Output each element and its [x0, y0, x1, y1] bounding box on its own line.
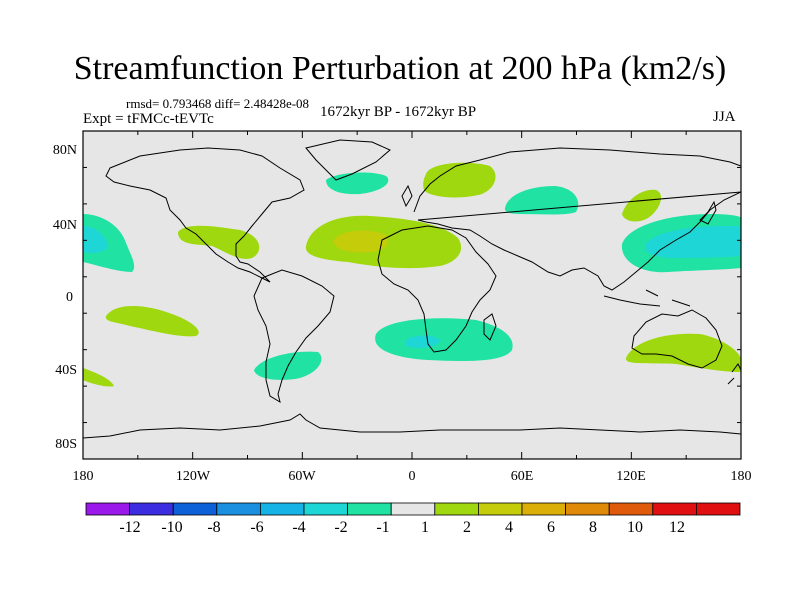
anomaly-north-america — [178, 225, 260, 259]
rmsd-diff-stats: rmsd= 0.793468 diff= 2.48428e-08 — [126, 96, 310, 111]
experiment-label: Expt = tFMCc-tEVTc — [83, 111, 214, 127]
lon-label-120w: 120W — [176, 469, 211, 484]
lon-label-60w: 60W — [288, 469, 316, 484]
lon-label-0: 0 — [409, 469, 416, 484]
colorbar-swatch — [216, 502, 261, 516]
lat-label-40n: 40N — [53, 218, 77, 233]
anomaly-europe — [423, 162, 496, 198]
colorbar-label: 10 — [627, 519, 643, 536]
anomaly-dateline-west-core — [83, 226, 108, 254]
colorbar-label: -10 — [161, 519, 182, 536]
lat-label-40s: 40S — [55, 363, 77, 378]
colorbar-label: -12 — [119, 519, 140, 536]
colorbar-swatch — [696, 502, 741, 516]
anomaly-west-pacific-core — [645, 226, 741, 258]
anomaly-southeast-pacific — [105, 306, 199, 337]
anomaly-south-atlantic — [375, 318, 513, 361]
plot-title: Streamfunction Perturbation at 200 hPa (… — [73, 50, 727, 87]
colorbar-label: 2 — [463, 519, 471, 536]
anomaly-dateline-west — [83, 214, 135, 272]
anomaly-far-southwest — [83, 368, 114, 387]
lat-label-0: 0 — [66, 290, 73, 305]
coast-africa — [377, 225, 497, 353]
lat-label-80s: 80S — [55, 437, 77, 452]
colorbar-swatch — [172, 502, 218, 516]
anomaly-field — [83, 139, 741, 439]
coast-greenland — [305, 139, 391, 181]
colorbar-swatch — [652, 502, 697, 516]
coast-madagascar — [483, 313, 497, 341]
latitude-labels: 80N 40N 0 40S 80S — [53, 143, 77, 452]
colorbar-label: -8 — [207, 519, 220, 536]
colorbar-swatch — [565, 502, 610, 516]
coast-new-zealand — [727, 363, 741, 385]
colorbar-label: 6 — [547, 519, 555, 536]
coast-north-america — [105, 147, 305, 283]
colorbar-label: 8 — [589, 519, 597, 536]
season-label: JJA — [713, 109, 736, 125]
period-label: 1672kyr BP - 1672kyr BP — [320, 104, 477, 120]
colorbar — [85, 502, 741, 516]
map-background — [83, 131, 741, 459]
coast-uk — [401, 184, 413, 208]
coast-japan — [699, 200, 717, 225]
colorbar-label: -6 — [250, 519, 263, 536]
colorbar-label: 12 — [669, 519, 685, 536]
colorbar-label: -2 — [334, 519, 347, 536]
colorbar-label: 1 — [421, 519, 429, 536]
longitude-labels: 180 120W 60W 0 60E 120E 180 — [73, 469, 752, 484]
colorbar-swatch — [390, 502, 436, 516]
colorbar-swatch — [521, 502, 566, 516]
lat-label-80n: 80N — [53, 143, 77, 158]
colorbar-label: -1 — [376, 519, 389, 536]
anomaly-east-asia-small — [622, 189, 662, 222]
colorbar-label: 4 — [505, 519, 513, 536]
colorbar-swatch — [259, 502, 305, 516]
lon-label-180w: 180 — [73, 469, 94, 484]
coast-australia — [631, 309, 723, 369]
colorbar-swatch — [303, 502, 348, 516]
colorbar-swatch — [347, 502, 392, 516]
colorbar-labels: -12 -10 -8 -6 -4 -2 -1 1 2 4 6 8 10 12 — [119, 519, 685, 536]
axis-ticks — [82, 130, 742, 460]
anomaly-sahara-core — [333, 230, 388, 253]
colorbar-swatch — [608, 502, 654, 516]
colorbar-label: -4 — [292, 519, 305, 536]
coast-south-america — [253, 269, 335, 404]
lon-label-180e: 180 — [731, 469, 752, 484]
coast-indonesia — [603, 289, 691, 307]
colorbar-swatch — [129, 502, 174, 516]
coastlines — [83, 139, 741, 439]
lon-label-60e: 60E — [511, 469, 534, 484]
coast-antarctica — [83, 413, 741, 439]
colorbar-swatch — [477, 502, 523, 516]
colorbar-swatch — [85, 502, 130, 516]
lon-label-120e: 120E — [616, 469, 646, 484]
colorbar-swatch — [434, 502, 479, 516]
coast-eurasia — [413, 147, 741, 291]
anomaly-south-atlantic-core — [406, 335, 440, 348]
